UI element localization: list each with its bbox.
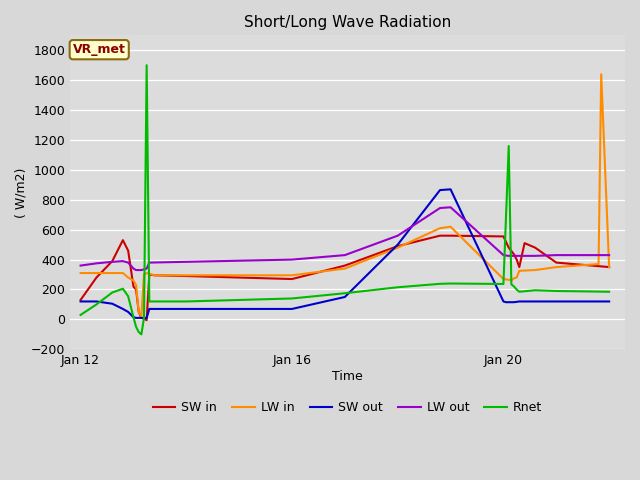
Y-axis label: ( W/m2): ( W/m2) (15, 167, 28, 217)
Title: Short/Long Wave Radiation: Short/Long Wave Radiation (244, 15, 451, 30)
Legend: SW in, LW in, SW out, LW out, Rnet: SW in, LW in, SW out, LW out, Rnet (148, 396, 547, 420)
Text: VR_met: VR_met (73, 43, 125, 56)
X-axis label: Time: Time (332, 370, 363, 383)
